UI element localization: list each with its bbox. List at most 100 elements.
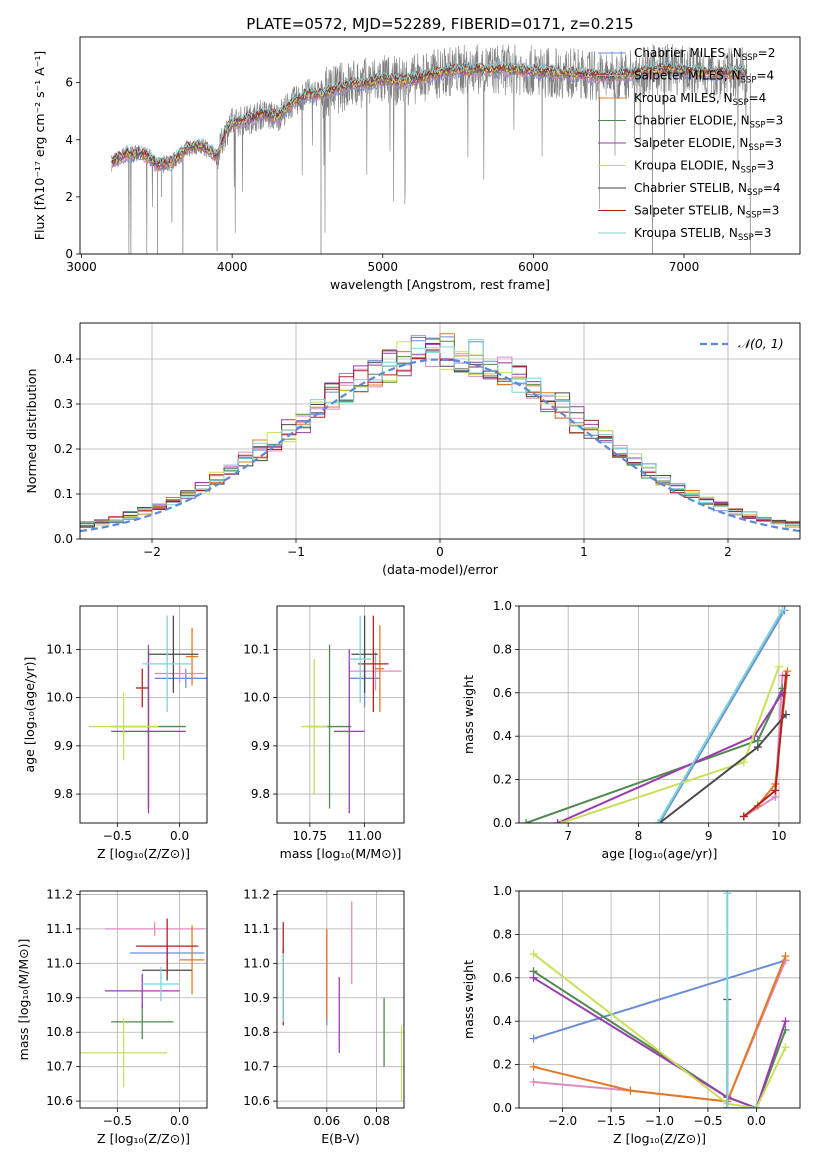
y-tick-label: 0.4 — [54, 352, 73, 366]
spectrum-model-line — [111, 60, 747, 164]
plot-area-weight_vs_Z — [519, 891, 800, 1108]
x-tick-label: 4000 — [217, 260, 248, 274]
y-tick-label: 0.1 — [54, 487, 73, 501]
axes-age_vs_mass: 10.75 11.00 9.8 9.9 10.0 10.1 mass [log₁₀(M/M⊙… — [243, 605, 405, 861]
legend-label: Salpeter MILES, NSSP=4 — [634, 69, 774, 86]
x-axis-label: (data-model)/error — [382, 562, 499, 577]
x-axis-label: Z [log₁₀(Z/Z⊙)] — [613, 1131, 706, 1146]
y-tick-label: 10.0 — [46, 691, 73, 705]
y-tick-label: 0.0 — [493, 1101, 512, 1115]
weight-marker — [781, 952, 790, 961]
weight-marker — [753, 743, 762, 752]
errorbar-point — [358, 615, 389, 713]
weight-marker — [739, 758, 748, 767]
weight-marker — [529, 949, 538, 958]
x-tick-label: 11.00 — [347, 829, 381, 843]
weight-marker — [781, 1043, 790, 1052]
axes-age_vs_Z: −0.5 0.0 9.8 9.9 10.0 10.1 Z [log₁₀(Z/Z⊙)] age … — [22, 605, 208, 861]
x-tick-label: 10 — [771, 829, 786, 843]
x-axis-label: age [log₁₀(age/yr)] — [602, 846, 718, 861]
errorbar-point — [349, 651, 402, 691]
x-tick-label: 0.06 — [313, 1114, 340, 1128]
errorbar-point — [111, 1004, 174, 1040]
weight-series — [533, 959, 786, 1040]
errorbar-point — [154, 668, 207, 688]
y-tick-label: 0.0 — [493, 816, 512, 830]
errorbar-point — [179, 925, 205, 995]
weight-marker — [529, 1062, 538, 1071]
y-tick-label: 10.0 — [243, 691, 270, 705]
y-axis-label: age [log₁₀(age/yr)] — [22, 657, 37, 773]
errorbar-point — [88, 692, 159, 761]
x-axis-label: mass [log₁₀(M/M⊙)] — [280, 846, 402, 861]
axes-frame — [518, 890, 801, 1109]
y-tick-label: 10.6 — [46, 1094, 73, 1108]
errorbar-point — [148, 615, 199, 693]
errorbar-point — [104, 922, 205, 936]
x-tick-label: 2 — [724, 545, 732, 559]
y-tick-label: 0.6 — [493, 686, 512, 700]
y-tick-label: 11.1 — [243, 922, 270, 936]
y-tick-label: 6 — [65, 76, 73, 90]
errorbar-point — [185, 627, 199, 686]
axes-weight_vs_age: 7 8 9 10 0.0 0.2 0.4 0.6 0.8 1.0 age [log₁₀(age/yr… — [461, 599, 801, 861]
x-tick-label: 9 — [705, 829, 713, 843]
weight-marker — [529, 1077, 538, 1086]
weight-marker — [774, 662, 783, 671]
y-tick-label: 10.9 — [46, 991, 73, 1005]
spectrum-model-line — [111, 61, 748, 165]
x-tick-label: −0.5 — [693, 1114, 722, 1128]
y-tick-label: 0.2 — [54, 442, 73, 456]
y-tick-label: 10.7 — [243, 1060, 270, 1074]
x-tick-label: 8 — [635, 829, 643, 843]
x-tick-label: −2 — [143, 545, 161, 559]
x-tick-label: 3000 — [66, 260, 97, 274]
normal-curve — [80, 358, 800, 533]
plot-area-age_vs_Z — [80, 606, 207, 823]
y-tick-label: 10.9 — [243, 991, 270, 1005]
errorbar-point — [154, 663, 205, 684]
weight-marker — [781, 1017, 790, 1026]
plot-area-age_vs_mass — [277, 606, 404, 823]
y-tick-label: 11.2 — [46, 887, 73, 901]
y-axis-label: Flux [fλ10⁻¹⁷ erg cm⁻² s⁻¹ A⁻¹] — [32, 51, 47, 240]
errorbar-point — [142, 615, 193, 713]
y-axis-label: mass weight — [461, 675, 476, 754]
weight-marker — [529, 973, 538, 982]
axes-frame — [79, 36, 801, 255]
x-axis-label: E(B-V) — [321, 1131, 360, 1146]
plot-area-mass_vs_Z — [80, 891, 207, 1108]
y-tick-label: 11.1 — [46, 922, 73, 936]
y-tick-label: 10.1 — [46, 642, 73, 656]
weight-series — [532, 976, 787, 1108]
legend-label: Salpeter STELIB, NSSP=3 — [634, 204, 779, 221]
y-axis-label: mass [log₁₀(M/M⊙)] — [16, 939, 31, 1061]
y-tick-label: 0.4 — [493, 1014, 512, 1028]
errorbar-point — [136, 668, 149, 708]
y-tick-label: 11.0 — [243, 956, 270, 970]
y-tick-label: 9.9 — [251, 739, 270, 753]
y-axis-label: Normed distribution — [24, 369, 39, 494]
y-tick-label: 10.8 — [243, 1025, 270, 1039]
x-axis-label: Z [log₁₀(Z/Z⊙)] — [97, 1131, 190, 1146]
spectrum-legend: Chabrier MILES, NSSP=2 Salpeter MILES, NS… — [598, 46, 783, 243]
y-tick-label: 0 — [65, 247, 73, 261]
errorbar-point — [349, 615, 372, 703]
plot-area-residuals — [80, 323, 800, 539]
x-tick-label: 5000 — [367, 260, 398, 274]
legend-label: Salpeter ELODIE, NSSP=3 — [634, 136, 782, 153]
axes-mass_vs_EBV: 0.06 0.08 10.6 10.7 10.8 10.9 11.0 11.1 11.2 E(B-… — [243, 887, 405, 1146]
x-tick-label: −1.0 — [645, 1114, 674, 1128]
y-tick-label: 1.0 — [493, 599, 512, 613]
errorbar-point — [80, 1018, 168, 1088]
axes-frame — [79, 322, 801, 540]
y-tick-label: 10.7 — [46, 1060, 73, 1074]
errorbar-point — [375, 625, 385, 713]
y-tick-label: 0.4 — [493, 729, 512, 743]
weight-marker — [654, 819, 663, 823]
axes-residuals: −2 −1 0 1 2 0.0 0.1 0.2 0.3 0.4 (data-model)/error… — [24, 322, 801, 577]
x-tick-label: 7000 — [669, 260, 700, 274]
weight-marker — [723, 1104, 732, 1108]
x-tick-label: −1 — [287, 545, 305, 559]
legend-label: Kroupa MILES, NSSP=4 — [634, 91, 766, 108]
